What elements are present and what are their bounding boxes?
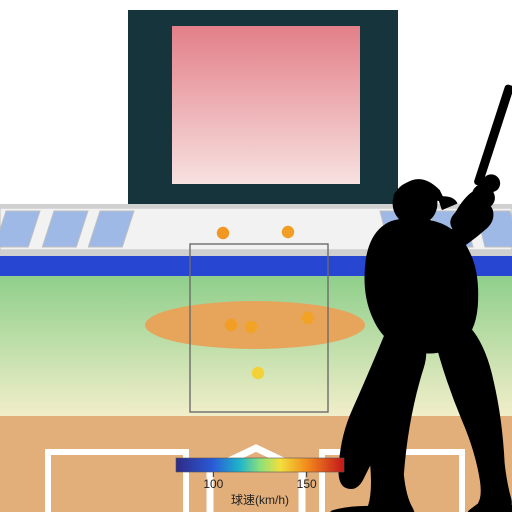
colorbar-tick-label: 150	[297, 477, 317, 491]
pitch-location-chart: 100 150 球速(km/h)	[0, 0, 512, 512]
pitch-marker	[225, 319, 237, 331]
pitch-marker	[282, 226, 294, 238]
pitch-marker	[252, 367, 264, 379]
colorbar-tick-label: 100	[203, 477, 223, 491]
pitch-marker	[245, 321, 257, 333]
scoreboard-screen	[172, 26, 360, 184]
colorbar-label: 球速(km/h)	[231, 493, 289, 507]
pitch-marker	[217, 227, 229, 239]
pitch-marker	[302, 312, 314, 324]
colorbar	[176, 458, 344, 472]
chart-svg: 100 150 球速(km/h)	[0, 0, 512, 512]
